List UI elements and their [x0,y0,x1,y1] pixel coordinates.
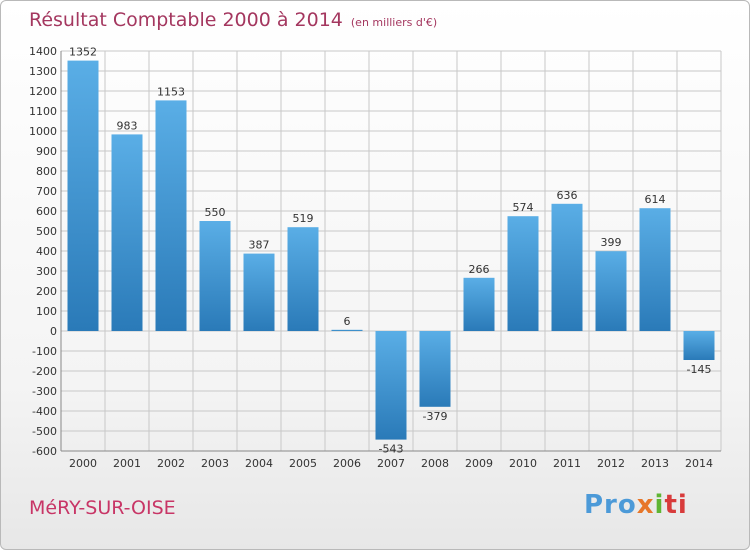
data-label: -543 [379,443,404,456]
y-tick-label: 200 [36,285,57,298]
y-tick-label: 900 [36,145,57,158]
y-tick-label: 600 [36,205,57,218]
y-tick-label: 0 [50,325,57,338]
x-tick-label: 2005 [289,457,317,470]
data-label: 574 [513,201,534,214]
y-tick-label: 700 [36,185,57,198]
bar [243,253,275,331]
data-label: 636 [557,189,578,202]
bar [419,331,451,407]
y-tick-label: 1200 [29,85,57,98]
y-tick-label: 100 [36,305,57,318]
x-tick-label: 2003 [201,457,229,470]
y-tick-label: 800 [36,165,57,178]
data-label: 550 [205,206,226,219]
data-label: 1352 [69,46,97,59]
commune-name: MéRY-SUR-OISE [29,497,176,519]
x-tick-label: 2006 [333,457,361,470]
bar [331,329,363,331]
y-tick-label: 1000 [29,125,57,138]
title-text: Résultat Comptable 2000 à 2014 [29,9,343,31]
y-tick-label: 1400 [29,45,57,58]
data-label: 1153 [157,85,185,98]
chart-subtitle: (en milliers d'€) [350,16,438,29]
bar [199,221,231,331]
data-label: 614 [645,193,666,206]
data-label: -379 [423,410,448,423]
bar [595,251,627,331]
x-tick-label: 2000 [69,457,97,470]
y-tick-label: -600 [32,445,57,458]
y-tick-label: 300 [36,265,57,278]
y-tick-label: -500 [32,425,57,438]
bar [683,331,715,360]
y-tick-label: -300 [32,385,57,398]
y-tick-label: 400 [36,245,57,258]
bar [287,227,319,331]
y-tick-label: -100 [32,345,57,358]
y-tick-label: 1300 [29,65,57,78]
x-tick-label: 2009 [465,457,493,470]
bar [375,331,407,440]
bar [111,134,143,331]
chart-title: Résultat Comptable 2000 à 2014 (en millie… [29,9,437,31]
x-tick-label: 2007 [377,457,405,470]
data-label: 266 [469,263,490,276]
data-label: 983 [117,119,138,132]
x-tick-label: 2001 [113,457,141,470]
data-label: 519 [293,212,314,225]
bar [507,216,539,331]
x-tick-label: 2011 [553,457,581,470]
x-tick-label: 2010 [509,457,537,470]
logo-part: i [654,490,665,520]
bar [551,203,583,331]
bar [463,277,495,331]
x-tick-label: 2002 [157,457,185,470]
x-tick-label: 2012 [597,457,625,470]
data-label: -145 [687,363,712,376]
data-label: 6 [344,315,351,328]
logo-part: x [636,490,655,520]
y-tick-label: 1100 [29,105,57,118]
x-tick-label: 2008 [421,457,449,470]
y-tick-label: -400 [32,405,57,418]
y-tick-label: 500 [36,225,57,238]
x-tick-label: 2004 [245,457,273,470]
logo-part: Pro [584,490,637,520]
data-label: 399 [601,236,622,249]
logo-part: ti [664,490,688,520]
proxiti-logo: Proxiti [584,490,688,520]
data-label: 387 [249,239,270,252]
bar [155,100,187,332]
bar [639,208,671,331]
x-tick-label: 2013 [641,457,669,470]
x-tick-label: 2014 [685,457,713,470]
bar [67,60,99,331]
y-tick-label: -200 [32,365,57,378]
